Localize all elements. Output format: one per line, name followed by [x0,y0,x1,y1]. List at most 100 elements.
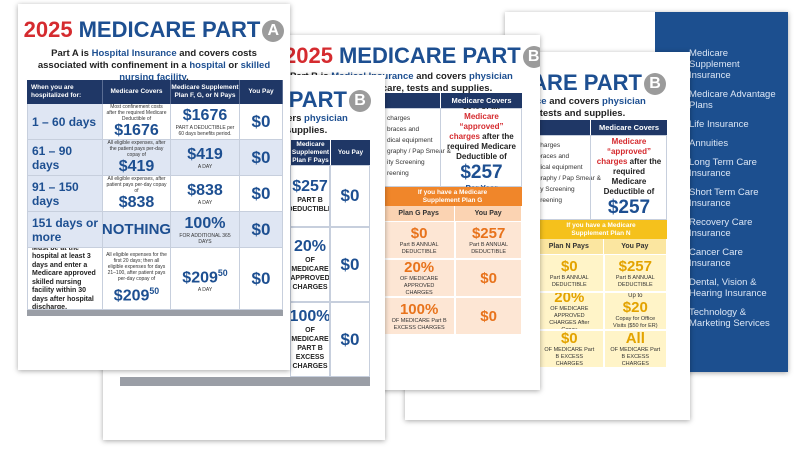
plan-amount: $0 [560,330,578,347]
covers-text: 80% of all Medicare “approved” charges a… [591,135,667,197]
you-pay: $257 [618,257,652,275]
you-pay-cell: $0 [240,140,283,176]
you-pay-cell: $0 [240,212,283,248]
covers-period: Per Year [466,184,498,187]
you-pay: $0 [251,111,271,131]
row-label: 1 – 60 days [32,114,97,129]
highlight-text: hospital [189,60,226,71]
you-pay: $0 [340,186,360,205]
plan-header-cell: Plan G Pays [383,206,456,221]
you-pay-cell: All OF MEDICARE Part B EXCESS CHARGES [603,330,667,368]
plan-note: OF MEDICARE APPROVED CHARGES [400,276,439,296]
service-item: Medicare Advantage Plans [689,89,776,111]
you-pay: $0 [251,219,271,239]
covers-cell: NOTHING [103,212,171,248]
you-pay: $0 [480,269,497,287]
table-header-cell: You Pay [240,80,283,104]
you-pay: $257 [471,224,506,242]
service-item: Technology & Marketing Services [689,307,770,329]
row-label-cell: 151 days or more [27,212,103,248]
service-line: reening [387,170,409,177]
you-pay-cell: $0 [455,259,522,297]
table-header [535,120,667,135]
plan-amount: 20% [554,292,585,306]
you-pay-cell: $257 Part B ANNUAL DEDUCTIBLE [455,221,522,259]
text: Part A is [51,48,92,59]
covers-text: All eligible expenses, after the patient… [107,140,166,158]
plan-amount: $0 [410,224,428,242]
plan-cell: $419 A DAY [171,140,240,176]
covers-amount: $257 [460,162,503,183]
you-pay-note: Part B ANNUAL DEDUCTIBLE [615,274,655,288]
table-header-cell: Medicare Covers [103,80,171,104]
plan-amount: $0 [560,257,578,275]
plan-amount: 20% [404,259,435,276]
part-a-page: 2025 MEDICARE PART A Part A is Hospital Ins… [18,4,290,370]
you-pay: $0 [251,183,271,203]
table-header-cell: When you are hospitalized for: [27,80,103,104]
table-header: When you are hospitalized for: [31,84,82,99]
you-pay-cell: $0 [455,297,522,335]
plan-header: Plan G Pays [398,210,439,217]
service-line: graphy / Pap Smear & [387,148,451,155]
covers-cell: All eligible expenses, after the patient… [103,140,171,176]
you-pay-prefix: Up to [628,292,643,299]
text: outpatient care, tests and supplies. [330,83,493,94]
covers-header-cell: Medicare Covers [590,120,667,135]
service-line: braces and [537,153,570,160]
plan-note: OF MEDICARE APPROVED CHARGES After Copay [549,305,590,330]
plan-note: OF MEDICARE Part B EXCESS CHARGES [391,317,447,331]
row-label: Must be at the hospital at least 3 days … [32,248,96,310]
amount: 100% [184,214,226,232]
covers-cell: 80% of all Medicare “approved” charges a… [590,135,667,220]
page-title: 2025 MEDICARE PART A [18,17,290,43]
plan-note: OF MEDICARE Part B EXCESS CHARGES [544,347,595,367]
covers-cell: Most confinement costs after the require… [103,104,171,140]
plan-note: Part B ANNUAL DEDUCTIBLE [549,274,589,288]
plan-cell: $20950 A DAY [171,248,240,310]
title-badge: B [644,73,666,96]
service-item: Medicare Supplement Insurance [689,48,740,81]
title-text: MEDICARE PART [78,17,261,42]
covers-period: Per Year [613,219,645,220]
title-badge: A [262,20,285,43]
covers-text: 80% of all Medicare “approved” charges a… [441,108,522,162]
service-line: ity Screening [387,159,425,166]
plan-amount: 20% [293,237,327,255]
text: and covers [413,71,470,82]
you-pay: $0 [251,147,271,167]
text: 80% of all [463,108,500,111]
you-pay-cell: $0 [330,302,370,377]
covers-amount: $257 [607,197,651,218]
plan-cell: $257 PART B DEDUCTIBLE [290,165,330,227]
you-pay-cell: $0 [240,176,283,212]
table-header [383,93,522,108]
row-label: 91 – 150 days [32,179,79,208]
plan-header-cell: You Pay [455,206,522,221]
plan-header: You Pay [337,148,364,156]
table-header-cell: Medicare Supplement Plan F, G, or N Pays [171,80,240,104]
covers-cell: All eligible expenses for the first 20 d… [103,248,171,310]
plan-cell: 20% OF MEDICARE APPROVED CHARGES After Co… [535,292,604,330]
covers-cell: All eligible expenses, after patient pay… [103,176,171,212]
amount: $1676 [182,106,228,124]
covers-header: Medicare Covers [451,96,512,105]
service-line: creening [537,197,562,204]
amount: $419 [118,157,155,175]
service-item: Short Term Care Insurance [689,187,759,209]
highlight-text: skilled nursing facility [119,60,271,83]
plan-header-cell: Medicare Supplement Plan F Pays [290,140,330,165]
service-item: Recovery Care Insurance [689,217,753,239]
plan-cell: 20% OF MEDICARE APPROVED CHARGES [383,259,456,297]
plan-amount: $257 [292,178,328,195]
plan-cell: $0 OF MEDICARE Part B EXCESS CHARGES [535,330,604,368]
service-item: Dental, Vision & Hearing Insurance [689,277,767,299]
plan-note: PART A DEDUCTIBLE per 60 days benefits p… [175,124,235,137]
amount: $20950 [113,285,160,305]
service-line: graphy / Pap Smear & [537,175,601,182]
title-text: MEDICARE PART [338,43,521,68]
covers-header: Medicare Covers [598,123,660,132]
table-header: You Pay [248,88,274,95]
plan-note: PART B DEDUCTIBLE [291,197,329,213]
text: after the required Medicare Deductible o… [447,132,516,161]
